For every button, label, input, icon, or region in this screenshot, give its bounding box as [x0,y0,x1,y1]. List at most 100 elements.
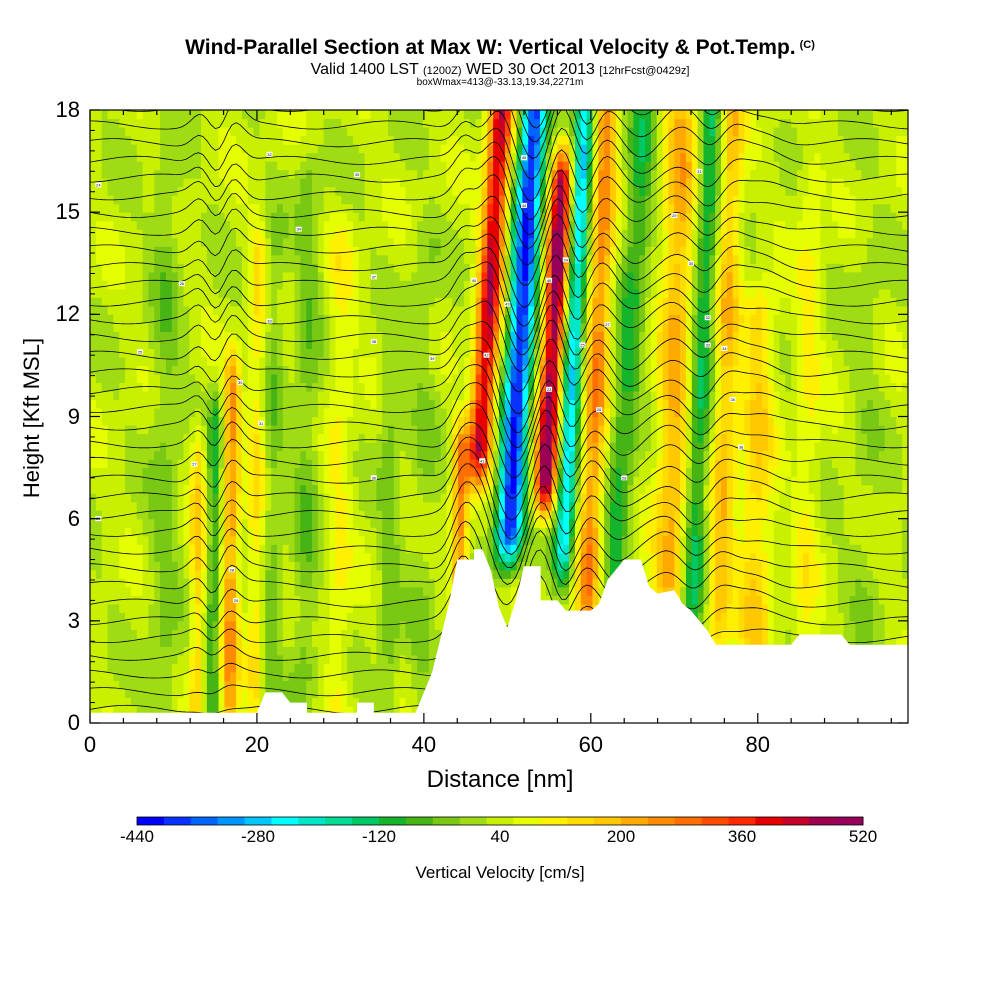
velocity-cell [370,697,377,707]
velocity-cell [224,544,231,554]
velocity-cell [849,612,857,622]
velocity-cell [504,433,512,443]
velocity-cell [288,612,296,622]
velocity-cell [867,459,874,469]
velocity-cell [586,450,594,460]
velocity-cell [195,493,202,503]
velocity-cell [282,433,290,443]
velocity-cell [872,459,880,469]
velocity-cell [417,569,424,579]
velocity-cell [738,476,745,486]
velocity-cell [393,646,401,656]
velocity-cell [791,518,798,528]
velocity-cell [633,467,640,477]
velocity-cell [861,535,868,545]
velocity-cell [820,450,827,460]
velocity-cell [650,535,658,545]
velocity-cell [113,688,120,699]
velocity-cell [317,467,325,477]
velocity-cell [288,527,296,537]
velocity-cell [212,612,220,622]
velocity-cell [685,467,693,477]
velocity-cell [113,544,120,554]
velocity-cell [358,620,366,630]
velocity-cell [387,663,395,673]
velocity-cell [458,535,465,545]
velocity-cell [288,569,296,579]
velocity-cell [195,459,202,469]
velocity-cell [154,561,161,571]
velocity-cell [744,484,751,494]
velocity-cell [645,552,652,562]
velocity-cell [382,629,389,639]
velocity-cell [808,535,816,545]
velocity-cell [218,425,225,435]
velocity-cell [574,518,582,528]
velocity-cell [370,459,377,469]
velocity-cell [352,433,360,443]
velocity-cell [90,620,97,630]
velocity-cell [534,493,541,503]
velocity-cell [680,518,687,528]
velocity-cell [463,467,471,477]
velocity-cell [837,535,845,545]
velocity-cell [867,578,874,588]
velocity-cell [761,510,769,520]
velocity-cell [247,637,255,647]
velocity-cell [510,459,518,469]
velocity-cell [154,416,161,426]
velocity-cell [890,484,897,494]
velocity-cell [475,459,483,469]
velocity-cell [855,493,862,503]
velocity-cell [271,552,278,562]
velocity-cell [282,442,290,452]
velocity-cell [387,671,395,682]
velocity-cell [224,697,231,707]
velocity-cell [434,569,442,579]
velocity-cell [610,552,617,562]
velocity-cell [358,629,366,639]
velocity-cell [598,569,605,579]
velocity-cell [756,425,763,435]
velocity-cell [796,629,804,639]
velocity-cell [563,569,570,579]
velocity-cell [247,671,255,682]
velocity-cell [662,578,670,588]
velocity-cell [107,450,114,460]
velocity-cell [171,416,179,426]
velocity-cell [785,527,792,537]
velocity-cell [756,484,763,494]
velocity-cell [668,476,675,486]
velocity-cell [504,476,512,486]
velocity-cell [405,561,412,571]
velocity-cell [878,493,886,503]
velocity-cell [761,442,769,452]
velocity-cell [347,527,354,537]
velocity-cell [265,620,272,630]
velocity-cell [95,535,103,545]
velocity-cell [685,425,693,435]
velocity-cell [201,612,208,622]
velocity-cell [598,586,605,596]
velocity-cell [160,433,167,443]
velocity-cell [125,654,132,664]
velocity-cell [212,518,220,528]
velocity-cell [90,450,97,460]
velocity-cell [902,552,908,562]
velocity-cell [428,646,436,656]
velocity-cell [756,544,763,554]
velocity-cell [773,620,781,630]
velocity-cell [481,510,488,520]
velocity-cell [206,425,214,435]
velocity-cell [218,493,225,503]
velocity-cell [165,603,173,613]
velocity-cell [767,527,775,537]
velocity-cell [195,416,202,426]
velocity-cell [452,425,459,435]
velocity-cell [142,425,150,435]
velocity-cell [183,663,190,673]
velocity-cell [160,620,167,630]
velocity-cell [697,501,705,511]
velocity-cell [306,552,313,562]
velocity-cell [417,671,424,682]
